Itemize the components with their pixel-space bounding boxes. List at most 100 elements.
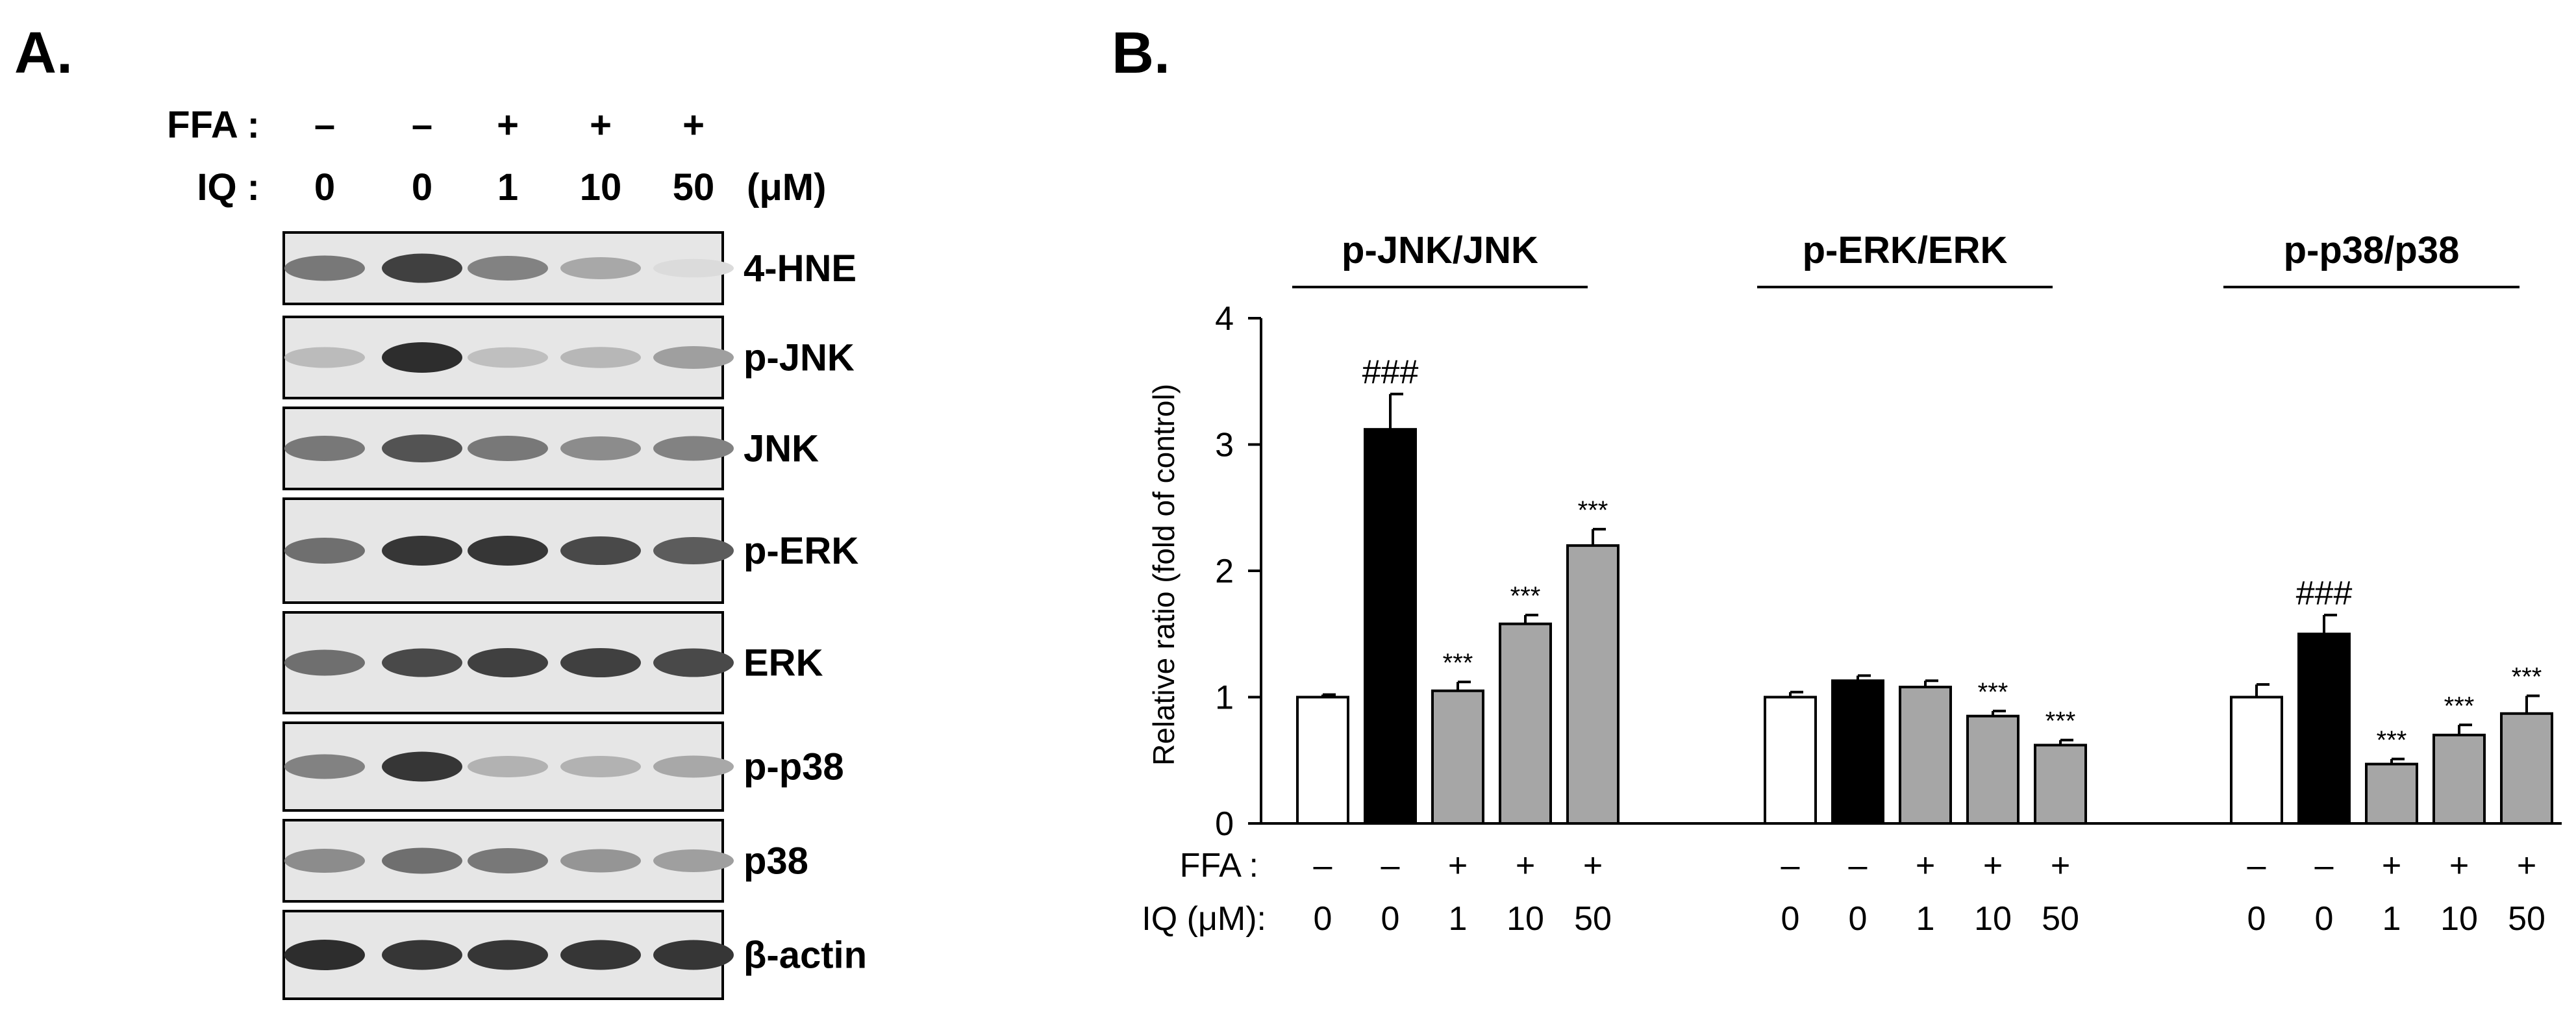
bar bbox=[1764, 695, 1817, 825]
bar bbox=[1899, 685, 1952, 825]
blot-band bbox=[468, 256, 548, 281]
blot-label: 4-HNE bbox=[744, 247, 857, 290]
bar-groups: p-JNK/JNK–0###–0***+1***+10***+50p-ERK/E… bbox=[1292, 229, 2553, 938]
blot-band bbox=[653, 849, 734, 872]
x-ffa-sign: – bbox=[1849, 847, 1868, 884]
blot-band bbox=[560, 257, 641, 279]
blot-band bbox=[382, 434, 462, 462]
blot-band bbox=[382, 648, 462, 677]
blot-band bbox=[284, 849, 365, 873]
x-iq-dose: 10 bbox=[1974, 900, 2012, 938]
x-ffa-sign: – bbox=[1314, 847, 1332, 884]
x-ffa-sign: – bbox=[1781, 847, 1800, 884]
x-ffa-sign: + bbox=[1583, 847, 1603, 884]
bar bbox=[2500, 712, 2553, 825]
blot-panel: ERK bbox=[282, 611, 823, 714]
bar-group: p-ERK/ERK – 0 – 0 +1 *** +10 *** +50 bbox=[1757, 229, 2087, 938]
y-tick-label: 2 bbox=[1215, 553, 1234, 590]
significance-stars: *** bbox=[1510, 582, 1541, 610]
y-tick-label: 0 bbox=[1215, 805, 1234, 843]
blot-band bbox=[560, 849, 641, 873]
unit-label: (μM) bbox=[747, 166, 826, 208]
iq-dose-row: 0 0 1 10 50 bbox=[314, 166, 714, 208]
x-iq-dose: 1 bbox=[1916, 900, 1935, 938]
bar bbox=[2230, 695, 2283, 825]
blot-stack: 4-HNE p-JNK JNK p-ERK ERK p-p38 p38 β-actin bbox=[282, 231, 867, 1000]
x-iq-dose: 50 bbox=[2042, 900, 2079, 938]
iq-dose: 0 bbox=[412, 166, 432, 208]
blot-label: p-JNK bbox=[744, 337, 855, 379]
blot-label: p38 bbox=[744, 840, 808, 883]
blot-panel: p-p38 bbox=[282, 721, 844, 812]
x-ffa-sign: + bbox=[2517, 847, 2536, 884]
significance-hash: ### bbox=[1362, 354, 1419, 392]
panel-a-letter: A. bbox=[14, 21, 73, 86]
ffa-label: FFA : bbox=[167, 104, 260, 146]
bar bbox=[1296, 695, 1349, 825]
blot-band bbox=[284, 255, 365, 281]
y-tick-label: 4 bbox=[1215, 300, 1234, 338]
blot-band bbox=[468, 940, 548, 970]
panel-b-letter: B. bbox=[1112, 21, 1170, 86]
blot-band bbox=[468, 436, 548, 461]
bar bbox=[1499, 622, 1552, 825]
significance-stars: *** bbox=[2045, 707, 2076, 736]
x-ffa-sign: – bbox=[2315, 847, 2334, 884]
significance-hash: ### bbox=[2296, 575, 2353, 612]
blot-panel: JNK bbox=[282, 407, 819, 490]
group-title: p-p38/p38 bbox=[2284, 229, 2460, 271]
significance-stars: *** bbox=[2444, 692, 2475, 720]
x-ffa-sign: + bbox=[2051, 847, 2070, 884]
x-ffa-label: FFA : bbox=[1180, 847, 1258, 884]
significance-stars: *** bbox=[2377, 726, 2407, 755]
x-iq-dose: 0 bbox=[2315, 900, 2334, 938]
blot-band bbox=[382, 940, 462, 970]
bar bbox=[1831, 679, 1884, 825]
y-tick-label: 1 bbox=[1215, 679, 1234, 717]
blot-band bbox=[382, 847, 462, 874]
ffa-sign: + bbox=[590, 104, 612, 146]
ffa-sign: + bbox=[682, 104, 705, 146]
group-title: p-ERK/ERK bbox=[1803, 229, 2008, 271]
x-iq-label: IQ (μM): bbox=[1142, 900, 1266, 938]
significance-stars: *** bbox=[1578, 496, 1608, 525]
blot-band bbox=[560, 940, 641, 970]
blot-label: JNK bbox=[744, 428, 819, 470]
blot-panel: β-actin bbox=[282, 910, 867, 1000]
significance-stars: *** bbox=[2512, 663, 2542, 692]
ffa-sign-row: – – + + + bbox=[314, 104, 705, 146]
blot-band bbox=[560, 756, 641, 777]
bar bbox=[1431, 689, 1484, 825]
y-tick-label: 3 bbox=[1215, 427, 1234, 464]
bar bbox=[2297, 633, 2351, 825]
y-ticks: 0 1 2 3 4 bbox=[1215, 300, 1261, 843]
blot-band bbox=[382, 751, 462, 782]
blot-band bbox=[653, 755, 734, 778]
x-iq-dose: 0 bbox=[1381, 900, 1400, 938]
blot-label: p-p38 bbox=[744, 746, 844, 788]
blot-label: ERK bbox=[744, 642, 823, 684]
x-iq-dose: 0 bbox=[1849, 900, 1868, 938]
blot-band bbox=[468, 648, 548, 677]
blot-band bbox=[653, 648, 734, 677]
x-ffa-sign: – bbox=[2247, 847, 2266, 884]
blot-band bbox=[468, 536, 548, 566]
y-axis-label: Relative ratio (fold of control) bbox=[1147, 384, 1181, 766]
x-iq-dose: 0 bbox=[2247, 900, 2266, 938]
bar bbox=[2365, 762, 2418, 825]
blot-band bbox=[284, 649, 365, 676]
blot-band bbox=[382, 253, 462, 283]
blot-band bbox=[653, 537, 734, 564]
blot-band bbox=[382, 342, 462, 373]
blot-band bbox=[653, 436, 734, 461]
blot-band bbox=[284, 347, 365, 368]
blot-panel: p-JNK bbox=[282, 316, 855, 399]
significance-stars: *** bbox=[1443, 649, 1473, 677]
iq-dose: 10 bbox=[580, 166, 622, 208]
x-ffa-sign: + bbox=[1916, 847, 1935, 884]
x-ffa-sign: – bbox=[1381, 847, 1400, 884]
ffa-sign: – bbox=[314, 104, 335, 146]
blot-band bbox=[653, 258, 734, 278]
blot-panel: 4-HNE bbox=[282, 231, 857, 305]
